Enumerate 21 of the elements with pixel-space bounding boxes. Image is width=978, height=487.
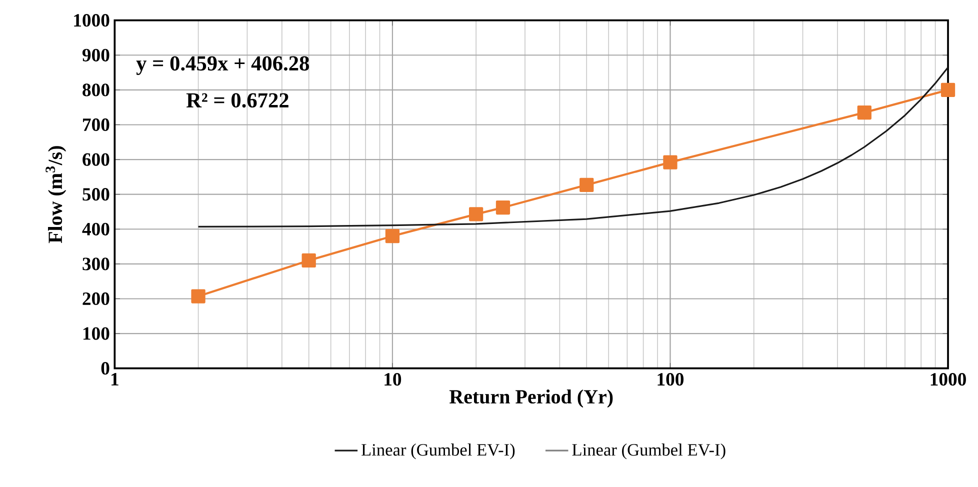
text: Linear (Gumbel EV-I)	[572, 444, 726, 460]
x-tick-label: 100	[658, 373, 684, 386]
x-tick-label: 1	[112, 373, 118, 386]
x-tick-label: 1000	[930, 373, 966, 386]
y-axis-title: Flow (m$^{3}$/s)	[46, 146, 66, 244]
y-tick-label: 100	[83, 327, 110, 340]
y-tick-label: 300	[82, 258, 110, 270]
annotation: y = 0.459x + 406.28	[136, 56, 309, 75]
x-tick-label: 10	[384, 373, 402, 386]
annotation: R² = 0.6722	[186, 93, 288, 108]
y-tick-label: 500	[82, 188, 110, 201]
y-tick-label: 900	[82, 48, 110, 62]
y-tick-label: 0	[101, 362, 110, 375]
y-tick-label: 200	[82, 292, 110, 306]
y-tick-label: 700	[83, 118, 110, 132]
legend-label: Linear (Gumbel EV-I)	[362, 444, 515, 460]
x-axis-title: Return Period (Yr)	[449, 389, 613, 408]
y-tick-label: 800	[82, 84, 110, 96]
y-tick-label: 1000	[74, 14, 110, 27]
y-tick-label: 600	[82, 153, 110, 166]
y-tick-label: 400	[82, 222, 110, 236]
